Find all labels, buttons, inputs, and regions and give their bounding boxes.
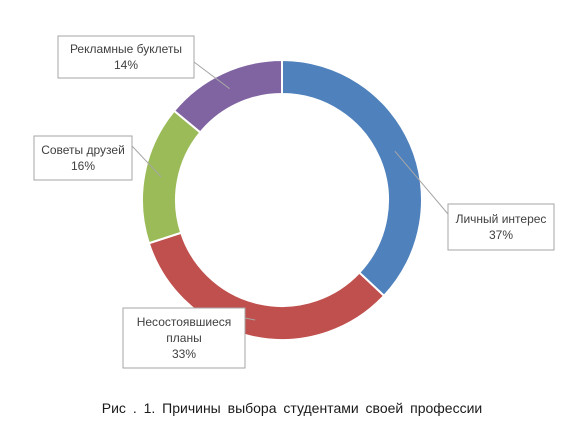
data-label-рекламные-буклеты: Рекламные буклеты 14% (57, 35, 195, 79)
label-category: Советы друзей (41, 143, 125, 157)
label-value: 37% (489, 228, 513, 242)
label-box (33, 135, 133, 181)
label-box (57, 35, 195, 79)
label-box (447, 203, 555, 251)
leader-line-личный-интерес (394, 150, 449, 215)
label-category: планы (166, 331, 201, 345)
leader-line-несостоявшиеся-планы (244, 317, 256, 321)
leader-lines-layer (131, 61, 449, 321)
data-label-личный-интерес: Личный интерес 37% (447, 203, 555, 251)
slice-советы-друзей (141, 109, 202, 245)
slices-layer (141, 58, 424, 341)
leader-line-рекламные-буклеты (193, 61, 230, 90)
label-value: 16% (71, 159, 95, 173)
data-label-несостоявшиеся-планы: Несостоявшиеся планы 33% (122, 307, 246, 369)
leader-line-советы-друзей (131, 145, 162, 178)
figure-caption: Рис . 1. Причины выбора студентами своей… (101, 400, 483, 416)
label-value: 14% (114, 58, 138, 72)
data-label-советы-друзей: Советы друзей 16% (33, 135, 133, 181)
label-category: Личный интерес (456, 212, 547, 226)
label-box (122, 307, 246, 369)
label-value: 33% (172, 347, 196, 361)
label-category: Рекламные буклеты (70, 42, 182, 56)
slice-личный-интерес (281, 58, 424, 298)
label-category: Несостоявшиеся (137, 315, 232, 329)
labels-layer: Личный интерес 37% Несостоявшиеся планы 33% С… (33, 35, 555, 369)
slice-рекламные-буклеты (172, 58, 283, 134)
